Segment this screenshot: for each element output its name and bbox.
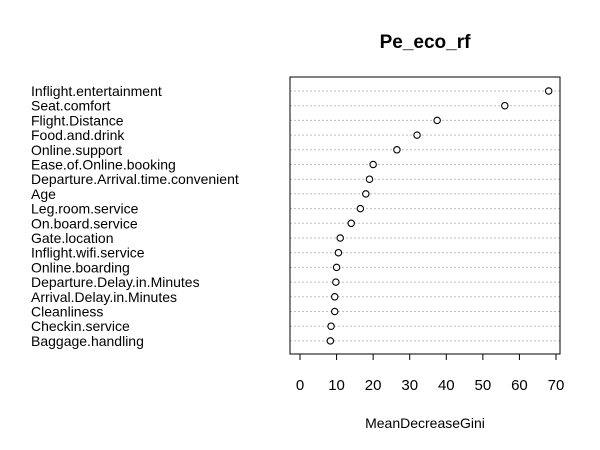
data-point — [544, 87, 553, 95]
category-label: Inflight.wifi.service — [31, 245, 145, 261]
x-axis: 0 10 20 30 40 50 60 70 — [296, 354, 565, 394]
x-tick-label: 30 — [401, 377, 418, 394]
data-point — [330, 293, 339, 301]
category-label: Cleanliness — [31, 304, 103, 320]
data-point — [330, 307, 339, 316]
category-label: Age — [31, 186, 56, 202]
category-label: Online.boarding — [31, 259, 130, 275]
x-tick-label: 70 — [548, 377, 565, 394]
data-point — [334, 248, 343, 257]
x-tick-label: 20 — [365, 377, 382, 394]
category-label: Inflight.entertainment — [31, 83, 162, 99]
x-tick-label: 0 — [296, 377, 304, 394]
category-label: Leg.room.service — [31, 201, 139, 217]
category-label: Checkin.service — [31, 318, 130, 334]
category-label: Online.support — [31, 142, 122, 158]
data-point — [336, 234, 344, 242]
category-label: Food.and.drink — [31, 127, 125, 143]
data-point — [365, 175, 374, 183]
data-point — [393, 146, 401, 154]
category-label: On.board.service — [31, 215, 138, 231]
data-point — [332, 278, 340, 286]
x-axis-title: MeanDecreaseGini — [365, 415, 485, 431]
data-point — [347, 219, 355, 228]
data-point — [413, 131, 421, 139]
data-point — [332, 263, 341, 272]
data-point — [327, 322, 335, 330]
x-tick-label: 10 — [328, 377, 345, 394]
x-tick-label: 60 — [511, 377, 528, 394]
category-label: Departure.Delay.in.Minutes — [31, 274, 200, 290]
data-point — [433, 116, 441, 125]
category-label: Departure.Arrival.time.convenient — [31, 171, 239, 187]
data-point — [326, 337, 335, 345]
data-point — [356, 204, 365, 213]
data-point — [369, 160, 377, 169]
category-label: Flight.Distance — [31, 112, 124, 128]
chart-title: Pe_eco_rf — [380, 32, 472, 53]
dot-rows: Inflight.entertainmentSeat.comfortFlight… — [31, 83, 560, 349]
category-label: Ease.of.Online.booking — [31, 157, 176, 173]
category-label: Gate.location — [31, 230, 114, 246]
category-label: Baggage.handling — [31, 333, 144, 349]
category-label: Seat.comfort — [31, 98, 110, 114]
data-point — [362, 190, 370, 198]
x-tick-label: 40 — [438, 377, 455, 394]
plot-frame — [289, 76, 561, 355]
x-tick-label: 50 — [475, 377, 492, 394]
category-label: Arrival.Delay.in.Minutes — [31, 289, 177, 305]
data-point — [501, 101, 509, 110]
